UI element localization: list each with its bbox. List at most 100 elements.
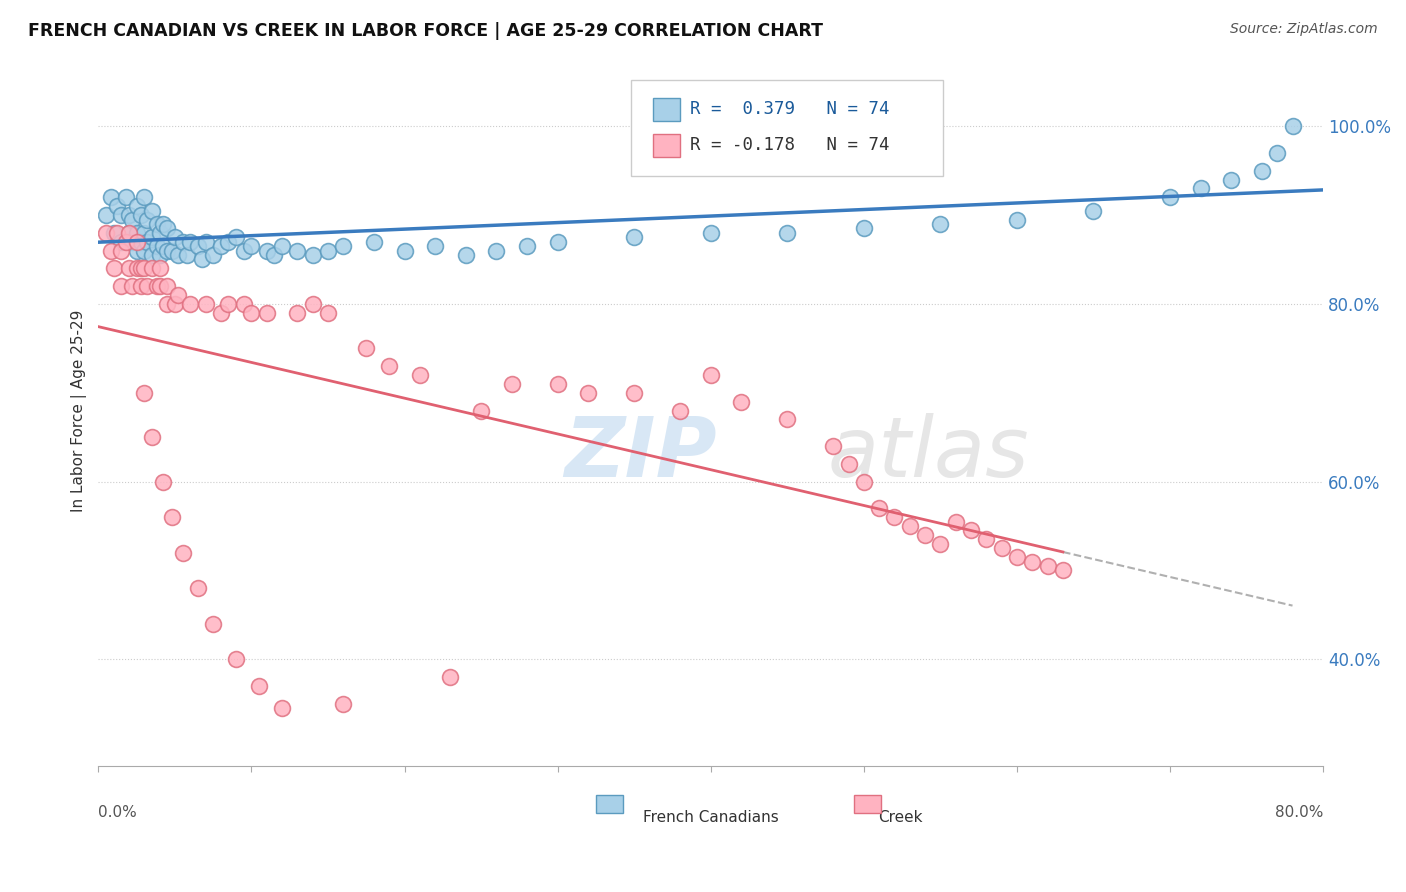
Point xyxy=(1281,119,1303,133)
Point xyxy=(134,261,156,276)
Point xyxy=(1189,181,1212,195)
Point xyxy=(125,226,148,240)
Point xyxy=(898,519,921,533)
Point xyxy=(914,528,936,542)
Point xyxy=(136,212,159,227)
Point xyxy=(149,248,172,262)
Point xyxy=(439,670,461,684)
Point xyxy=(209,239,232,253)
Point xyxy=(256,306,278,320)
Text: French Canadians: French Canadians xyxy=(643,810,779,825)
Point xyxy=(118,226,141,240)
Point xyxy=(838,457,860,471)
Point xyxy=(202,248,225,262)
Point xyxy=(960,524,983,538)
Point xyxy=(110,279,132,293)
Point xyxy=(1021,555,1043,569)
Point xyxy=(700,368,723,382)
Point xyxy=(129,235,152,249)
Point xyxy=(247,679,270,693)
Point xyxy=(225,652,247,666)
Point xyxy=(191,252,214,267)
Point xyxy=(1005,550,1028,565)
Point xyxy=(232,244,254,258)
Point xyxy=(141,261,163,276)
Point xyxy=(454,248,477,262)
Point xyxy=(141,430,163,444)
Y-axis label: In Labor Force | Age 25-29: In Labor Force | Age 25-29 xyxy=(72,310,87,512)
Point xyxy=(172,546,194,560)
Point xyxy=(1220,172,1243,186)
Point xyxy=(287,306,309,320)
Point xyxy=(929,537,952,551)
Point xyxy=(623,230,645,244)
Point xyxy=(179,297,201,311)
Point xyxy=(852,221,875,235)
Point xyxy=(271,701,294,715)
Point xyxy=(134,385,156,400)
Point xyxy=(929,217,952,231)
Point xyxy=(623,385,645,400)
Point xyxy=(225,230,247,244)
Point xyxy=(103,226,125,240)
Point xyxy=(149,226,172,240)
Point xyxy=(240,306,263,320)
Point xyxy=(105,199,128,213)
Point xyxy=(1052,564,1074,578)
Point xyxy=(852,475,875,489)
Point xyxy=(110,208,132,222)
Point xyxy=(240,239,263,253)
FancyBboxPatch shape xyxy=(631,80,943,176)
Point xyxy=(118,261,141,276)
Bar xyxy=(853,795,882,813)
Point xyxy=(152,217,174,231)
Point xyxy=(118,208,141,222)
Point xyxy=(125,235,148,249)
Point xyxy=(501,376,523,391)
Bar xyxy=(654,98,681,121)
Point xyxy=(134,244,156,258)
Point xyxy=(115,235,138,249)
Point xyxy=(94,208,117,222)
Point xyxy=(576,385,599,400)
Point xyxy=(1005,212,1028,227)
Point xyxy=(485,244,508,258)
Point xyxy=(271,239,294,253)
Point xyxy=(100,190,122,204)
Point xyxy=(172,235,194,249)
Point xyxy=(125,244,148,258)
Point xyxy=(394,244,416,258)
Point xyxy=(163,297,186,311)
Point xyxy=(141,203,163,218)
Point xyxy=(141,248,163,262)
Point xyxy=(100,244,122,258)
Point xyxy=(547,235,569,249)
Point xyxy=(976,533,998,547)
Point xyxy=(1159,190,1181,204)
Text: 0.0%: 0.0% xyxy=(98,805,138,820)
Point xyxy=(149,279,172,293)
Point xyxy=(156,297,179,311)
Point xyxy=(152,239,174,253)
Point xyxy=(121,279,143,293)
Point xyxy=(121,235,143,249)
Point xyxy=(301,297,323,311)
Point xyxy=(176,248,198,262)
Point xyxy=(263,248,285,262)
Point xyxy=(1036,559,1059,574)
Point xyxy=(145,239,167,253)
Bar xyxy=(596,795,623,813)
Text: 80.0%: 80.0% xyxy=(1275,805,1323,820)
Point xyxy=(94,226,117,240)
Point xyxy=(145,279,167,293)
Point xyxy=(470,403,492,417)
Text: R =  0.379   N = 74: R = 0.379 N = 74 xyxy=(690,100,890,118)
Bar xyxy=(654,134,681,157)
Point xyxy=(332,697,354,711)
Point xyxy=(134,226,156,240)
Point xyxy=(218,235,240,249)
Point xyxy=(945,515,967,529)
Point xyxy=(149,261,172,276)
Point xyxy=(316,306,339,320)
Point xyxy=(179,235,201,249)
